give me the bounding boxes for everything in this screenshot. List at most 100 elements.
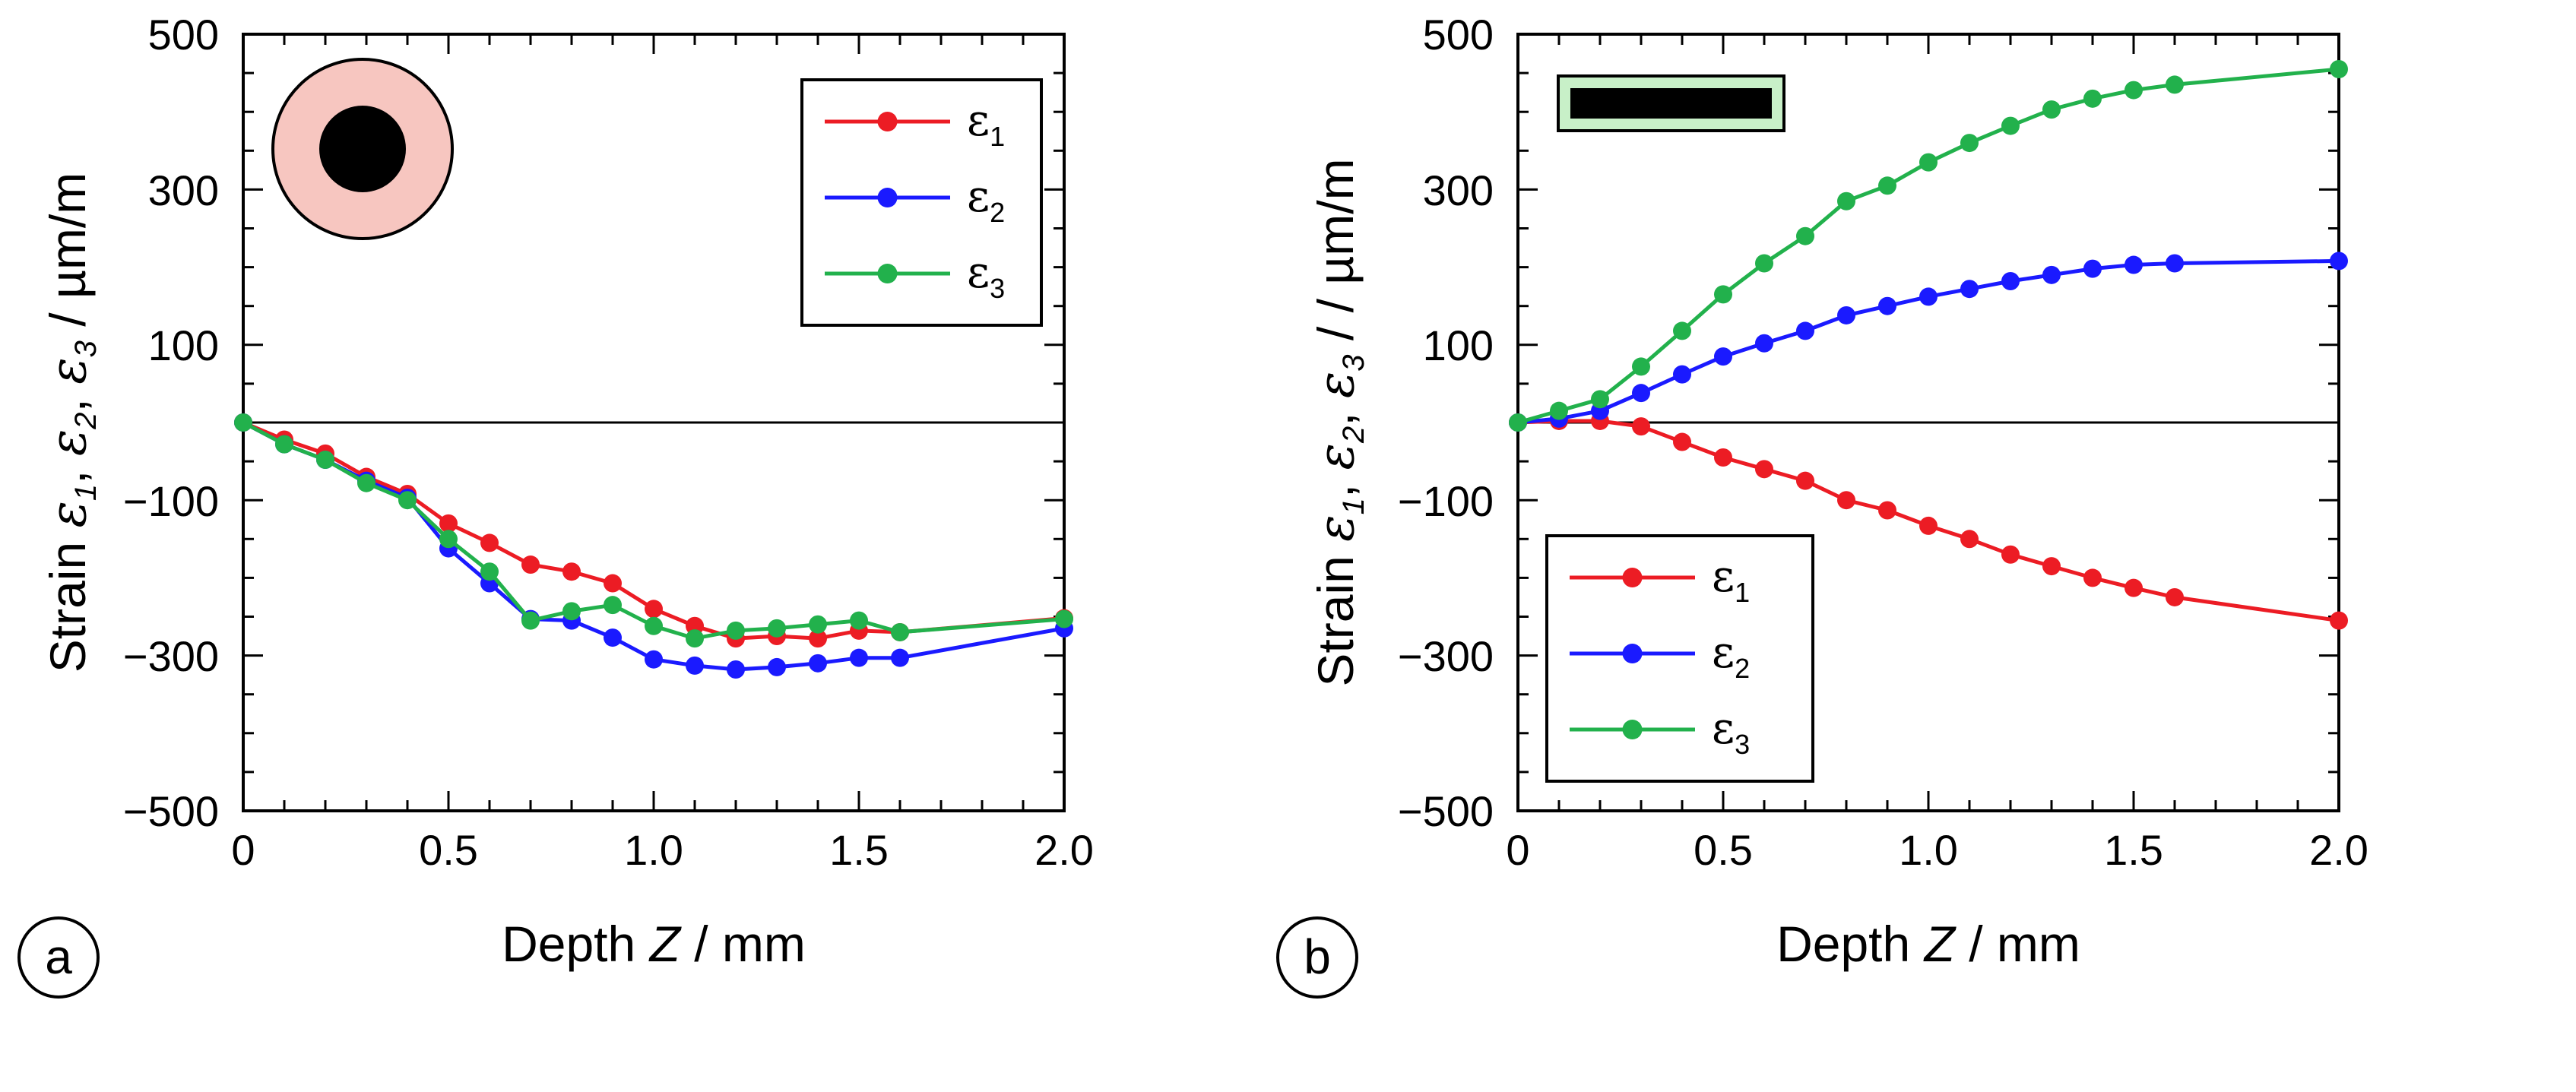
data-point-eps3 [398, 491, 417, 510]
panel-a-x-axis-title: Depth Z / mm [502, 916, 806, 972]
data-point-eps1 [2124, 578, 2143, 597]
legend-marker-eps1 [1622, 568, 1643, 587]
data-point-eps2 [686, 656, 704, 675]
data-point-eps2 [1878, 296, 1896, 315]
data-point-eps2 [1960, 280, 1979, 299]
data-point-eps2 [2166, 254, 2184, 273]
data-point-eps3 [1919, 153, 1938, 172]
panel-a-x-tick-labels: 0 0.5 1.0 1.5 2.0 [231, 826, 1094, 874]
data-point-eps3 [2042, 100, 2061, 119]
data-point-eps3 [439, 530, 458, 549]
data-point-eps1 [521, 555, 540, 574]
data-point-eps3 [357, 473, 375, 492]
data-point-eps2 [2042, 265, 2061, 284]
x-tick-label: 2.0 [1035, 826, 1094, 874]
x-tick-label: 0 [231, 826, 255, 874]
panel-a: ε1 ε2 ε3 500 300 100 −100 −300 −500 0 0.5 … [17, 11, 1094, 999]
y-tick-label: −500 [123, 787, 219, 835]
data-point-eps3 [1591, 390, 1609, 409]
data-point-eps3 [275, 435, 293, 454]
data-point-eps2 [645, 650, 663, 669]
data-point-eps3 [234, 413, 252, 432]
data-point-eps1 [480, 533, 499, 552]
legend-label-eps3: ε3 [1712, 702, 1750, 760]
panel-a-legend-box [800, 78, 1043, 327]
panel-b-letter-badge: b [1276, 916, 1358, 999]
data-point-eps3 [891, 622, 909, 641]
panel-b-x-tick-labels: 0 0.5 1.0 1.5 2.0 [1506, 826, 2368, 874]
legend-label-eps2: ε2 [967, 170, 1005, 228]
panel-b-y-axis-title: Strain ε1, ε2, ε3 / / µm/m [1307, 158, 1370, 686]
x-tick-label: 2.0 [2309, 826, 2368, 874]
data-point-eps3 [1550, 401, 1568, 420]
y-tick-label: 300 [1423, 166, 1494, 214]
panel-b: ε1 ε2 ε3 500 300 100 −100 −300 −500 0 0.5 … [1276, 11, 2368, 999]
data-point-eps1 [562, 562, 581, 581]
y-tick-label: 500 [148, 11, 219, 59]
panel-a-y-axis-title: Strain ε1, ε2, ε3 / µm/m [39, 173, 103, 673]
data-point-eps1 [1960, 530, 1979, 549]
data-point-eps3 [521, 611, 540, 630]
panel-a-letter: a [45, 929, 72, 984]
data-point-eps3 [1960, 134, 1979, 153]
panel-b-y-tick-labels: 500 300 100 −100 −300 −500 [1398, 11, 1494, 835]
panel-b-legend-box [1545, 534, 1814, 783]
x-tick-label: 1.0 [1899, 826, 1958, 874]
legend-marker-eps3 [877, 264, 898, 283]
x-tick-label: 0.5 [419, 826, 478, 874]
panel-a-y-tick-labels: 500 300 100 −100 −300 −500 [123, 11, 219, 835]
y-tick-label: 500 [1423, 11, 1494, 59]
data-point-eps1 [1837, 491, 1855, 510]
data-point-eps3 [2083, 89, 2102, 108]
panel-a-series: ε1 ε2 ε3 [234, 94, 1073, 679]
data-point-eps3 [645, 616, 663, 635]
y-tick-label: −100 [123, 477, 219, 525]
data-point-eps3 [1837, 191, 1855, 210]
x-tick-label: 1.0 [624, 826, 683, 874]
data-point-eps3 [1796, 226, 1814, 245]
data-point-eps1 [1632, 417, 1650, 436]
data-point-eps2 [850, 648, 868, 667]
data-point-eps3 [850, 611, 868, 630]
data-point-eps3 [1714, 285, 1732, 304]
data-point-eps3 [604, 596, 622, 615]
data-point-eps2 [891, 648, 909, 667]
data-point-eps3 [2001, 116, 2020, 135]
y-tick-label: 100 [148, 321, 219, 369]
data-point-eps3 [316, 451, 334, 470]
data-point-eps2 [727, 660, 745, 679]
panel-a-legend [800, 78, 1043, 327]
data-point-eps3 [1632, 357, 1650, 376]
bar-cross-section-icon [1557, 74, 1785, 132]
data-point-eps2 [1714, 347, 1732, 366]
x-tick-label: 1.5 [2104, 826, 2163, 874]
legend-label-eps1: ε1 [967, 94, 1005, 152]
x-tick-label: 1.5 [829, 826, 889, 874]
legend-label-eps3: ε3 [967, 246, 1005, 304]
data-point-eps1 [439, 514, 458, 533]
data-point-eps2 [2083, 259, 2102, 278]
data-point-eps2 [2124, 255, 2143, 274]
data-point-eps2 [2001, 271, 2020, 290]
data-point-eps3 [562, 602, 581, 621]
panel-b-x-axis-title: Depth Z / mm [1776, 916, 2080, 972]
y-tick-label: −100 [1398, 477, 1494, 525]
data-point-eps2 [809, 654, 827, 673]
data-point-eps1 [1673, 432, 1691, 451]
data-point-eps1 [1714, 448, 1732, 467]
data-point-eps2 [1673, 365, 1691, 384]
data-point-eps1 [1919, 516, 1938, 535]
data-point-eps2 [1755, 334, 1773, 353]
y-tick-label: −500 [1398, 787, 1494, 835]
data-point-eps1 [1796, 471, 1814, 490]
data-point-eps1 [645, 600, 663, 619]
data-point-eps2 [1919, 287, 1938, 306]
data-point-eps3 [480, 562, 499, 581]
data-point-eps3 [1509, 413, 1527, 432]
data-point-eps3 [2166, 75, 2184, 94]
data-point-eps2 [604, 628, 622, 647]
legend-marker-eps2 [1622, 644, 1643, 663]
legend-marker-eps2 [877, 188, 898, 207]
legend-marker-eps3 [1622, 720, 1643, 739]
panel-b-ticks [1516, 33, 2340, 812]
